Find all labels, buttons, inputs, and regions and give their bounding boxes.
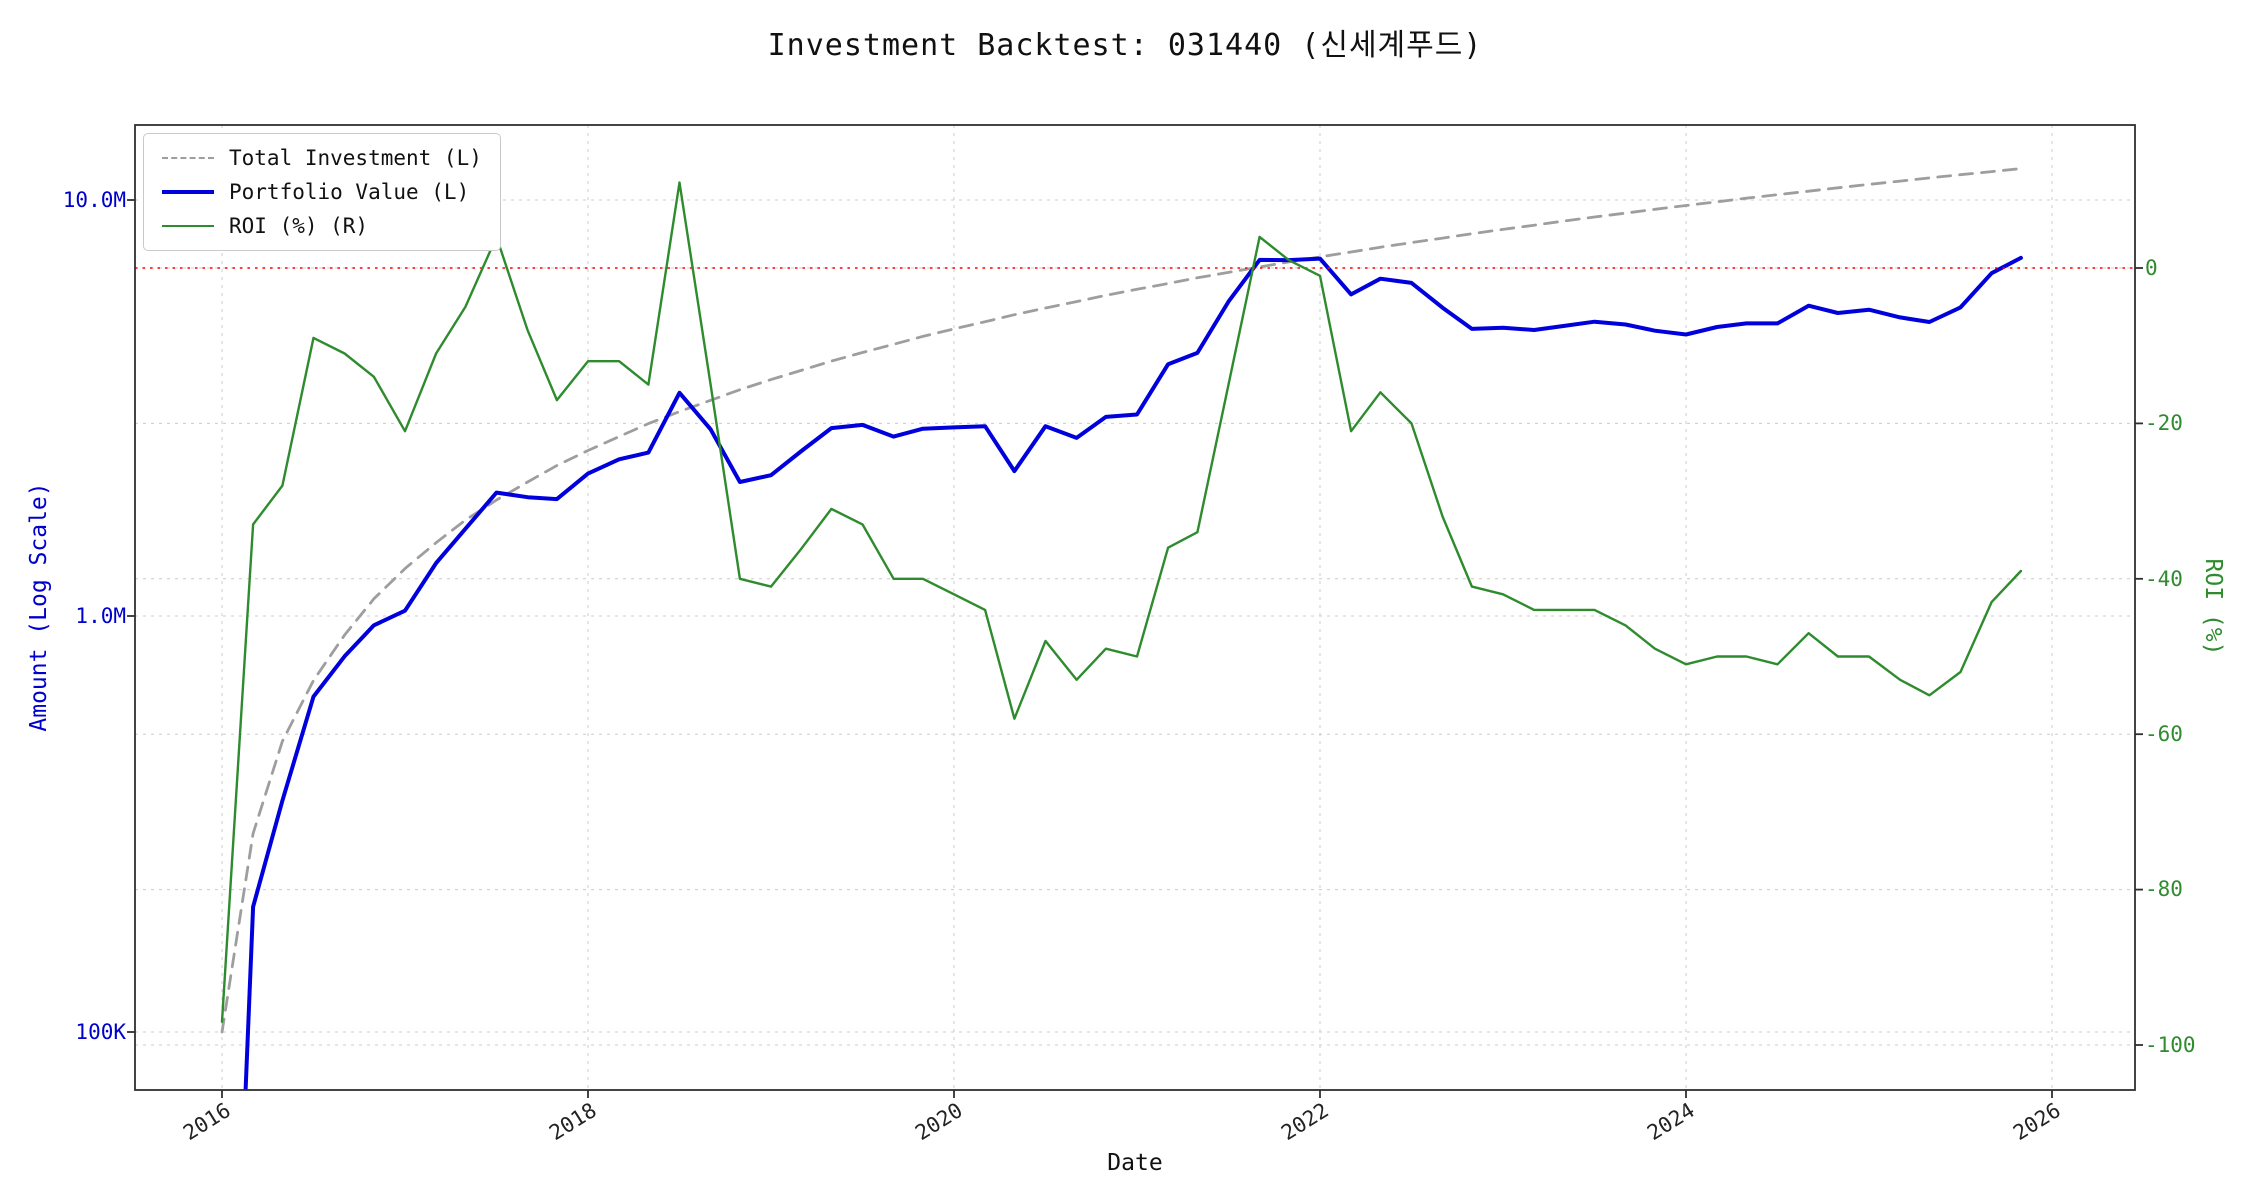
legend-item-portfolio-value: Portfolio Value (L) [162,180,482,204]
right-tick-label-n80: -80 [2145,877,2183,901]
legend-item-total-investment: Total Investment (L) [162,146,482,170]
right-tick-label-n40: -40 [2145,567,2183,591]
chart-title: Investment Backtest: 031440 (신세계푸드) [767,28,1483,63]
right-tick-label-n20: -20 [2145,411,2183,435]
portfolio-value-line [243,255,2023,1090]
left-tick-label-10m: 10.0M [62,188,126,212]
x-axis-label: Date [1107,1150,1163,1176]
left-tick-label-100k: 100K [75,1020,126,1044]
left-axis-label: Amount (Log Scale) [26,482,52,732]
legend-label: Portfolio Value (L) [229,180,470,204]
total-investment-line [220,167,2023,1034]
solid-line-sample-icon [162,225,214,227]
right-axis-label: ROI (%) [2200,558,2226,656]
grid-lines [135,125,2135,1090]
roi-line [220,181,2023,1023]
legend-label: ROI (%) (R) [229,214,369,238]
right-tick-label-n60: -60 [2145,722,2183,746]
right-tick-label-n100: -100 [2145,1033,2196,1057]
legend-label: Total Investment (L) [229,146,482,170]
dashed-line-sample-icon [162,157,214,159]
left-tick-label-1m: 1.0M [75,604,126,628]
legend-item-roi: ROI (%) (R) [162,214,482,238]
tick-marks [127,199,2143,1098]
plot-border [134,124,2136,1091]
right-tick-label-0: 0 [2145,256,2158,280]
solid-line-sample-icon [162,190,214,194]
legend: Total Investment (L) Portfolio Value (L)… [143,133,501,251]
